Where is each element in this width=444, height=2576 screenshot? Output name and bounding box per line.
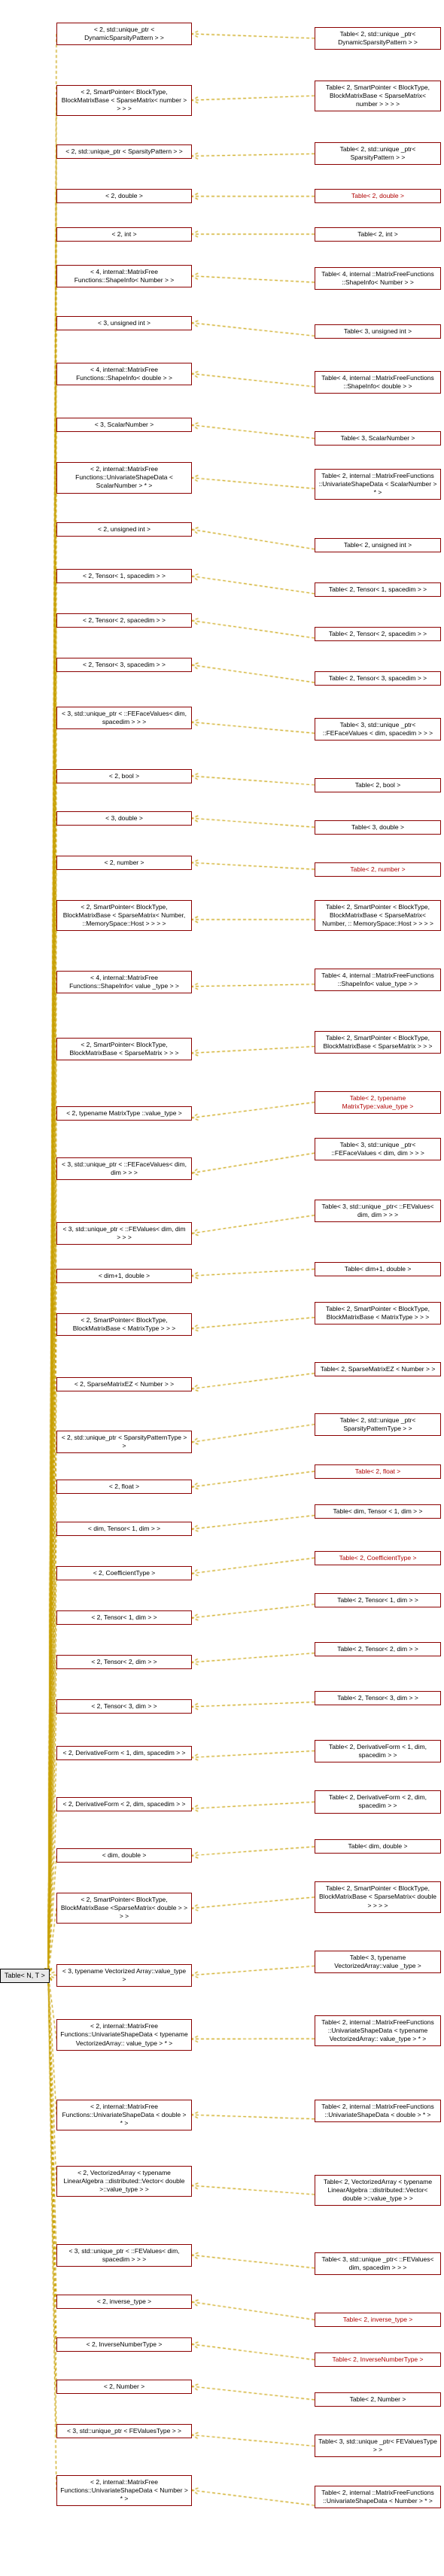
mid-node: < 3, ScalarNumber > <box>56 418 192 432</box>
leaf-node: Table< 2, int > <box>315 227 441 242</box>
mid-node: < 3, std::unique_ptr < ::FEValues< dim, … <box>56 1222 192 1245</box>
leaf-node: Table< 2, SmartPointer < BlockType, Bloc… <box>315 81 441 111</box>
leaf-node: Table< 2, SparseMatrixEZ < Number > > <box>315 1362 441 1376</box>
mid-node: < 2, DerivativeForm < 2, dim, spacedim >… <box>56 1797 192 1811</box>
leaf-node: Table< 2, SmartPointer < BlockType, Bloc… <box>315 900 441 931</box>
mid-node: < 2, number > <box>56 856 192 870</box>
mid-node: < dim, double > <box>56 1848 192 1863</box>
leaf-node: Table< 4, internal ::MatrixFreeFunctions… <box>315 267 441 290</box>
mid-node: < 2, Tensor< 3, dim > > <box>56 1699 192 1714</box>
leaf-node: Table< 2, double > <box>315 189 441 203</box>
leaf-node: Table< 2, unsigned int > <box>315 538 441 552</box>
mid-node: < 2, SmartPointer< BlockType, BlockMatri… <box>56 900 192 931</box>
leaf-node: Table< 3, std::unique _ptr< FEValuesType… <box>315 2435 441 2457</box>
leaf-node: Table< 2, CoefficientType > <box>315 1551 441 1565</box>
leaf-node: Table< 3, ScalarNumber > <box>315 431 441 446</box>
leaf-node: Table< 2, SmartPointer < BlockType, Bloc… <box>315 1302 441 1324</box>
leaf-node: Table< dim+1, double > <box>315 1262 441 1276</box>
leaf-node: Table< 2, Tensor< 1, spacedim > > <box>315 582 441 597</box>
mid-node: < 2, double > <box>56 189 192 203</box>
mid-node: < 2, CoefficientType > <box>56 1566 192 1580</box>
leaf-node: Table< 2, SmartPointer < BlockType, Bloc… <box>315 1031 441 1054</box>
root-node: Table< N, T > <box>0 1969 50 1984</box>
leaf-node: Table< 2, std::unique _ptr< SparsityPatt… <box>315 142 441 165</box>
leaf-node: Table< 2, inverse_type > <box>315 2313 441 2327</box>
mid-node: < 3, std::unique_ptr < ::FEFaceValues< d… <box>56 1157 192 1180</box>
mid-node: < 3, std::unique_ptr < FEValuesType > > <box>56 2424 192 2438</box>
mid-node: < 2, SmartPointer< BlockType, BlockMatri… <box>56 1038 192 1060</box>
mid-node: < 4, internal::MatrixFree Functions::Sha… <box>56 971 192 993</box>
leaf-node: Table< 2, VectorizedArray < typename Lin… <box>315 2175 441 2206</box>
mid-node: < 2, unsigned int > <box>56 522 192 537</box>
leaf-node: Table< 2, DerivativeForm < 2, dim, space… <box>315 1790 441 1813</box>
leaf-node: Table< 2, float > <box>315 1464 441 1479</box>
leaf-node: Table< 2, Number > <box>315 2392 441 2407</box>
mid-node: < 3, double > <box>56 811 192 826</box>
leaf-node: Table< 2, Tensor< 3, spacedim > > <box>315 671 441 686</box>
leaf-node: Table< 2, typename MatrixType::value_typ… <box>315 1091 441 1114</box>
mid-node: < 3, typename Vectorized Array::value_ty… <box>56 1964 192 1987</box>
leaf-node: Table< 4, internal ::MatrixFreeFunctions… <box>315 371 441 394</box>
leaf-node: Table< 3, std::unique _ptr< ::FEFaceValu… <box>315 1138 441 1160</box>
mid-node: < 3, unsigned int > <box>56 316 192 330</box>
mid-node: < 2, std::unique_ptr < SparsityPattern >… <box>56 144 192 159</box>
leaf-node: Table< 2, std::unique _ptr< SparsityPatt… <box>315 1413 441 1436</box>
leaf-node: Table< 2, internal ::MatrixFreeFunctions… <box>315 469 441 500</box>
leaf-node: Table< 2, Tensor< 2, spacedim > > <box>315 627 441 641</box>
mid-node: < 2, SparseMatrixEZ < Number > > <box>56 1377 192 1391</box>
leaf-node: Table< 3, std::unique _ptr< ::FEFaceValu… <box>315 718 441 741</box>
leaf-node: Table< 4, internal ::MatrixFreeFunctions… <box>315 969 441 991</box>
mid-node: < 2, inverse_type > <box>56 2295 192 2309</box>
leaf-node: Table< 2, Tensor< 2, dim > > <box>315 1642 441 1656</box>
leaf-node: Table< 3, std::unique _ptr< ::FEValues< … <box>315 1200 441 1222</box>
leaf-node: Table< 2, number > <box>315 862 441 877</box>
mid-node: < dim+1, double > <box>56 1269 192 1283</box>
leaf-node: Table< 2, Tensor< 3, dim > > <box>315 1691 441 1705</box>
leaf-node: Table< 2, internal ::MatrixFreeFunctions… <box>315 2100 441 2122</box>
mid-node: < 2, std::unique_ptr < DynamicSparsityPa… <box>56 23 192 45</box>
mid-node: < 2, Tensor< 2, spacedim > > <box>56 613 192 628</box>
mid-node: < 2, Tensor< 3, spacedim > > <box>56 658 192 672</box>
leaf-node: Table< dim, double > <box>315 1839 441 1854</box>
mid-node: < 2, internal::MatrixFree Functions::Uni… <box>56 2019 192 2050</box>
mid-node: < 2, Tensor< 1, dim > > <box>56 1610 192 1625</box>
leaf-node: Table< 2, DerivativeForm < 1, dim, space… <box>315 1740 441 1762</box>
mid-node: < dim, Tensor< 1, dim > > <box>56 1522 192 1536</box>
mid-node: < 2, std::unique_ptr < SparsityPatternTy… <box>56 1431 192 1453</box>
mid-node: < 2, SmartPointer< BlockType, BlockMatri… <box>56 1893 192 1924</box>
mid-node: < 2, InverseNumberType > <box>56 2337 192 2352</box>
leaf-node: Table< 3, typename VectorizedArray::valu… <box>315 1951 441 1973</box>
leaf-node: Table< 3, double > <box>315 820 441 835</box>
mid-node: < 2, SmartPointer< BlockType, BlockMatri… <box>56 85 192 116</box>
mid-node: < 2, internal::MatrixFree Functions::Uni… <box>56 2100 192 2130</box>
leaf-node: Table< 2, bool > <box>315 778 441 792</box>
leaf-node: Table< 2, Tensor< 1, dim > > <box>315 1593 441 1607</box>
mid-node: < 2, int > <box>56 227 192 242</box>
leaf-node: Table< 3, std::unique _ptr< ::FEValues< … <box>315 2252 441 2275</box>
mid-node: < 2, Number > <box>56 2380 192 2394</box>
mid-node: < 2, Tensor< 2, dim > > <box>56 1655 192 1669</box>
mid-node: < 2, float > <box>56 1480 192 1494</box>
mid-node: < 2, DerivativeForm < 1, dim, spacedim >… <box>56 1746 192 1760</box>
leaf-node: Table< 2, InverseNumberType > <box>315 2352 441 2367</box>
leaf-node: Table< 2, SmartPointer < BlockType, Bloc… <box>315 1881 441 1912</box>
mid-node: < 3, std::unique_ptr < ::FEFaceValues< d… <box>56 707 192 729</box>
leaf-node: Table< 3, unsigned int > <box>315 324 441 339</box>
leaf-node: Table< 2, std::unique _ptr< DynamicSpars… <box>315 27 441 50</box>
mid-node: < 4, internal::MatrixFree Functions::Sha… <box>56 265 192 287</box>
mid-node: < 2, internal::MatrixFree Functions::Uni… <box>56 462 192 493</box>
mid-node: < 4, internal::MatrixFree Functions::Sha… <box>56 363 192 385</box>
leaf-node: Table< 2, internal ::MatrixFreeFunctions… <box>315 2486 441 2508</box>
mid-node: < 2, bool > <box>56 769 192 783</box>
mid-node: < 2, typename MatrixType ::value_type > <box>56 1106 192 1121</box>
mid-node: < 3, std::unique_ptr < ::FEValues< dim, … <box>56 2244 192 2267</box>
mid-node: < 2, internal::MatrixFree Functions::Uni… <box>56 2475 192 2506</box>
mid-node: < 2, Tensor< 1, spacedim > > <box>56 569 192 583</box>
leaf-node: Table< 2, internal ::MatrixFreeFunctions… <box>315 2015 441 2046</box>
mid-node: < 2, VectorizedArray < typename LinearAl… <box>56 2166 192 2197</box>
mid-node: < 2, SmartPointer< BlockType, BlockMatri… <box>56 1313 192 1336</box>
leaf-node: Table< dim, Tensor < 1, dim > > <box>315 1504 441 1519</box>
